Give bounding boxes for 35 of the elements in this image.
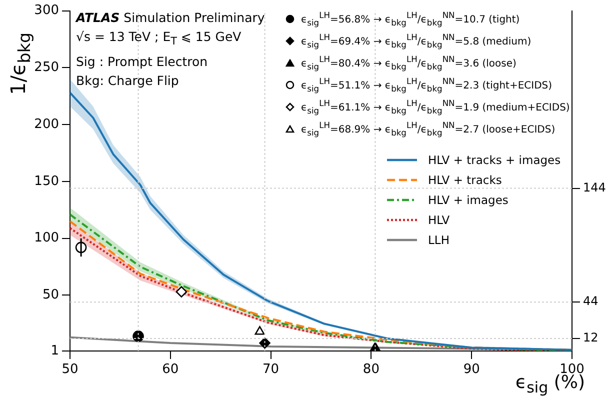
y-tick-label: 250 <box>34 60 59 76</box>
legend-label: HLV + images <box>428 193 508 207</box>
y2-tick-label: 144 <box>583 180 606 194</box>
y-tick-label: 1 <box>50 343 59 358</box>
x-tick-label: 50 <box>62 362 78 378</box>
x-tick-label: 90 <box>463 362 480 378</box>
point <box>132 330 144 342</box>
text: ϵ$_{sig}$$^{LH}$=51.1% → ϵ$_{bkg}$$^{LH}$/ϵ$_{bkg}$$^{NN}$=2.3 (tight+ECIDS) <box>301 76 552 94</box>
y-tick-label: 300 <box>34 3 59 18</box>
y-tick-label: 100 <box>34 230 59 246</box>
legend-label: HLV + tracks <box>428 173 502 187</box>
y2-tick-label: 44 <box>583 294 598 308</box>
annotation: Bkg: Charge Flip <box>76 72 180 90</box>
x-tick-label: 80 <box>362 362 380 378</box>
text: ϵ$_{sig}$$^{LH}$=69.4% → ϵ$_{bkg}$$^{LH}$/ϵ$_{bkg}$$^{NN}$=5.8 (medium) <box>301 32 532 50</box>
point <box>254 326 265 335</box>
chart-title: ATLAS Simulation Preliminary <box>76 9 265 27</box>
point <box>176 286 188 298</box>
point <box>370 342 380 351</box>
text: ϵ$_{sig}$$^{LH}$=56.8% → ϵ$_{bkg}$$^{LH}$/ϵ$_{bkg}$$^{NN}$=10.7 (tight) <box>301 10 520 28</box>
text: ϵ$_{sig}$$^{LH}$=80.4% → ϵ$_{bkg}$$^{LH}$/ϵ$_{bkg}$$^{NN}$=3.6 (loose) <box>301 54 516 72</box>
x-tick-label: 60 <box>162 362 179 378</box>
y-tick-label: 50 <box>42 288 59 303</box>
x-tick-label: 70 <box>262 362 280 378</box>
y-tick-label: 150 <box>34 174 59 189</box>
text: ϵ$_{sig}$$^{LH}$=68.9% → ϵ$_{bkg}$$^{LH}$/ϵ$_{bkg}$$^{NN}$=2.7 (loose+ECIDS) <box>301 120 556 138</box>
legend-label: HLV + tracks + images <box>428 153 561 167</box>
y-tick-label: 200 <box>34 116 59 132</box>
y2-tick-label: 12 <box>583 330 598 345</box>
annotation: √s = 13 TeV ; E$_{T}$ ⩽ 15 GeV <box>76 28 242 50</box>
legend-label: HLV <box>428 213 450 227</box>
annotation: Sig : Prompt Electron <box>76 52 209 70</box>
text: ϵ$_{sig}$$^{LH}$=61.1% → ϵ$_{bkg}$$^{LH}$/ϵ$_{bkg}$$^{NN}$=1.9 (medium+ECIDS) <box>301 98 570 116</box>
legend-label: LLH <box>428 233 450 247</box>
point <box>259 337 270 349</box>
